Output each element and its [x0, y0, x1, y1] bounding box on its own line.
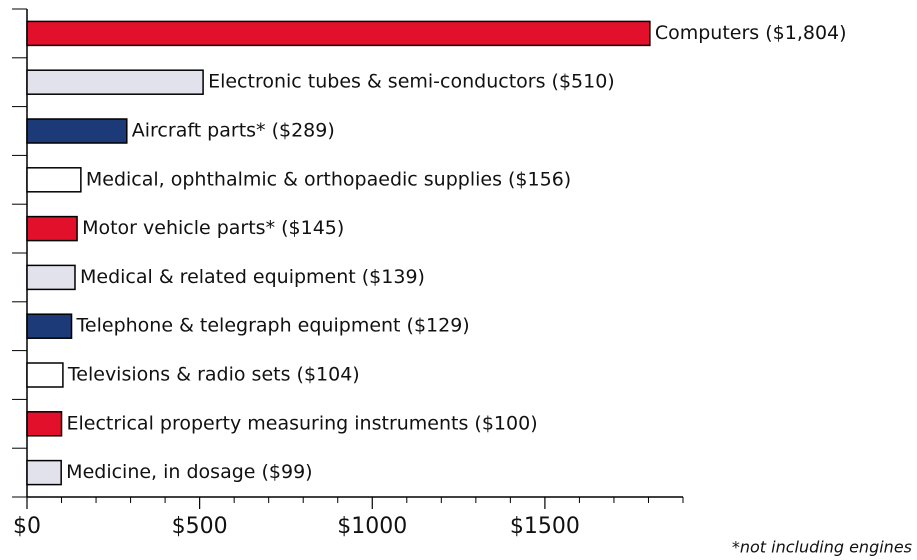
- x-tick-label: $1000: [337, 514, 407, 539]
- bar: [26, 313, 73, 339]
- bar-label: Aircraft parts* ($289): [132, 120, 335, 142]
- bar-label: Electrical property measuring instrument…: [67, 412, 538, 434]
- bar-label: Electronic tubes & semi-conductors ($510…: [208, 71, 615, 93]
- x-tick-label: $500: [172, 514, 228, 539]
- bar-label: Motor vehicle parts* ($145): [82, 217, 344, 239]
- bar-label: Computers ($1,804): [655, 22, 847, 44]
- bar: [26, 69, 204, 95]
- footnote: *not including engines: [732, 538, 912, 557]
- bar: [26, 411, 63, 437]
- bar-label: Medical & related equipment ($139): [80, 266, 425, 288]
- bar-label: Televisions & radio sets ($104): [67, 364, 360, 386]
- bar: [26, 264, 76, 291]
- bar: [26, 167, 82, 193]
- bar: [26, 215, 78, 242]
- bar-label: Medicine, in dosage ($99): [66, 461, 312, 483]
- bar: [26, 459, 62, 486]
- bar-label: Medical, ophthalmic & orthopaedic suppli…: [86, 168, 571, 190]
- x-tick-label: $0: [13, 514, 41, 539]
- x-tick-label: $1500: [510, 514, 580, 539]
- bar-label: Telephone & telegraph equipment ($129): [76, 315, 470, 337]
- bar: [26, 118, 128, 144]
- bar: [26, 20, 651, 47]
- bar: [26, 362, 64, 388]
